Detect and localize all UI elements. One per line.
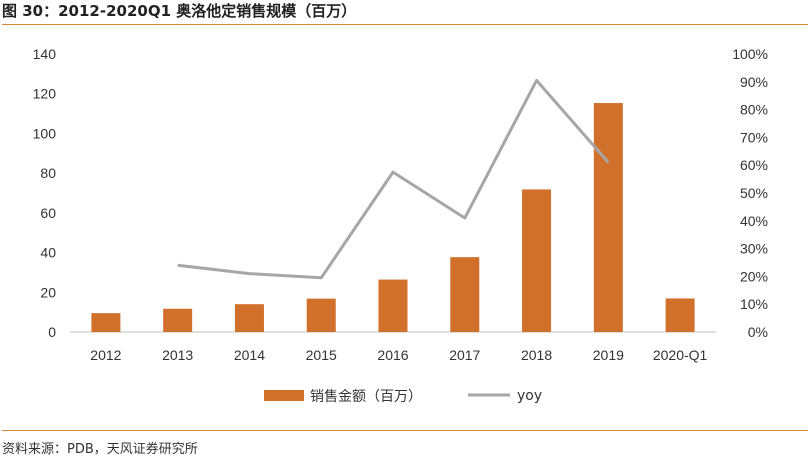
legend-bar-swatch [264, 390, 304, 401]
x-tick-label: 2013 [162, 347, 193, 363]
left-tick-label: 60 [40, 205, 56, 221]
source-note: 资料来源：PDB，天风证券研究所 [2, 442, 198, 457]
bar [665, 298, 695, 332]
right-tick-label: 90% [740, 74, 768, 90]
left-tick-label: 20 [40, 284, 56, 300]
footer-divider [2, 430, 808, 431]
right-tick-label: 60% [740, 157, 768, 173]
left-tick-label: 40 [40, 245, 56, 261]
bar [522, 189, 552, 332]
bar [234, 304, 264, 332]
bar-series [91, 103, 695, 332]
right-tick-label: 80% [740, 102, 768, 118]
x-tick-label: 2016 [377, 347, 408, 363]
x-tick-label: 2020-Q1 [653, 347, 708, 363]
x-tick-label: 2012 [90, 347, 121, 363]
right-tick-label: 70% [740, 129, 768, 145]
figure-title: 图 30：2012-2020Q1 奥洛他定销售规模（百万） [2, 0, 808, 25]
left-axis: 0 20 40 60 80 100 120 140 [33, 46, 57, 340]
right-axis: 0% 10% 20% 30% 40% 50% 60% 70% 80% 90% 100% [732, 46, 768, 340]
bar [378, 279, 408, 332]
chart: 0 20 40 60 80 100 120 140 0% 10% 20% 30% 40% 50% 60% 7… [33, 46, 768, 405]
yoy-line-series [177, 78, 610, 280]
legend: 销售金额（百万） yoy [264, 388, 542, 405]
right-tick-label: 30% [740, 241, 768, 257]
right-tick-label: 0% [748, 324, 768, 340]
right-tick-label: 50% [740, 185, 768, 201]
left-tick-label: 120 [33, 86, 57, 102]
x-axis: 2012 2013 2014 2015 2016 2017 2018 2019 2020-Q1 [90, 347, 707, 363]
left-tick-label: 80 [40, 165, 56, 181]
bar [306, 298, 336, 332]
x-tick-label: 2014 [234, 347, 265, 363]
right-tick-label: 20% [740, 268, 768, 284]
bar [91, 313, 121, 332]
right-tick-label: 40% [740, 213, 768, 229]
bar [450, 257, 480, 332]
x-tick-label: 2019 [593, 347, 624, 363]
legend-bar-label: 销售金额（百万） [310, 389, 422, 405]
bar [163, 308, 193, 332]
left-tick-label: 140 [33, 46, 57, 62]
x-tick-label: 2018 [521, 347, 552, 363]
right-tick-label: 100% [732, 46, 768, 62]
right-tick-label: 10% [740, 296, 768, 312]
left-tick-label: 0 [48, 324, 56, 340]
legend-line-label: yoy [517, 388, 542, 404]
yoy-line [177, 78, 610, 280]
left-tick-label: 100 [33, 125, 57, 141]
x-tick-label: 2015 [306, 347, 337, 363]
x-tick-label: 2017 [449, 347, 480, 363]
bar [593, 103, 623, 332]
